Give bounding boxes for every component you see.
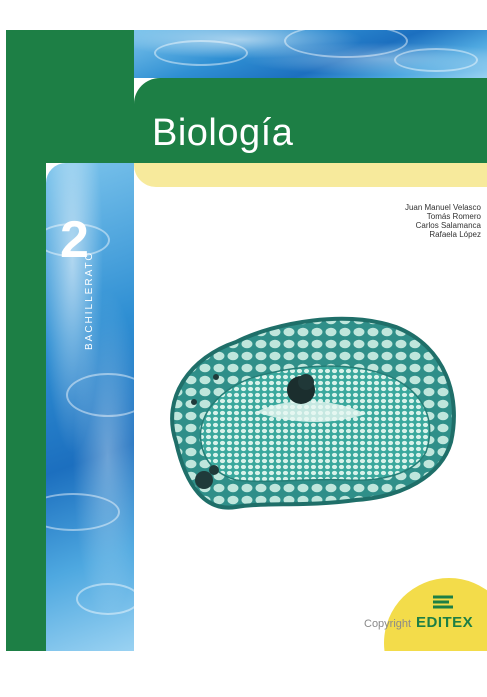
author-name: Rafaela López [429,230,481,239]
green-left-column [6,163,46,651]
top-water-image [134,30,487,78]
volume-number: 2 [60,211,89,269]
book-title: Biología [152,112,294,154]
author-list: Juan Manuel Velasco Tomás Romero Carlos … [405,203,481,239]
yellow-band [134,163,487,187]
book-cover: Biología 2 BACHILLERATO Juan Manuel Vela… [6,30,487,651]
green-top-left-block [6,30,134,163]
editex-logo-icon [433,595,453,609]
author-name: Tomás Romero [426,212,481,221]
volume-label: BACHILLERATO [84,250,95,350]
author-name: Juan Manuel Velasco [404,203,481,212]
plant-stem-cross-section-image [170,316,456,510]
green-title-band [134,78,487,163]
left-water-image [46,163,134,651]
author-name: Carlos Salamanca [415,221,481,230]
copyright-watermark: Copyright [364,618,412,630]
publisher-name: EDITEX [416,614,474,631]
